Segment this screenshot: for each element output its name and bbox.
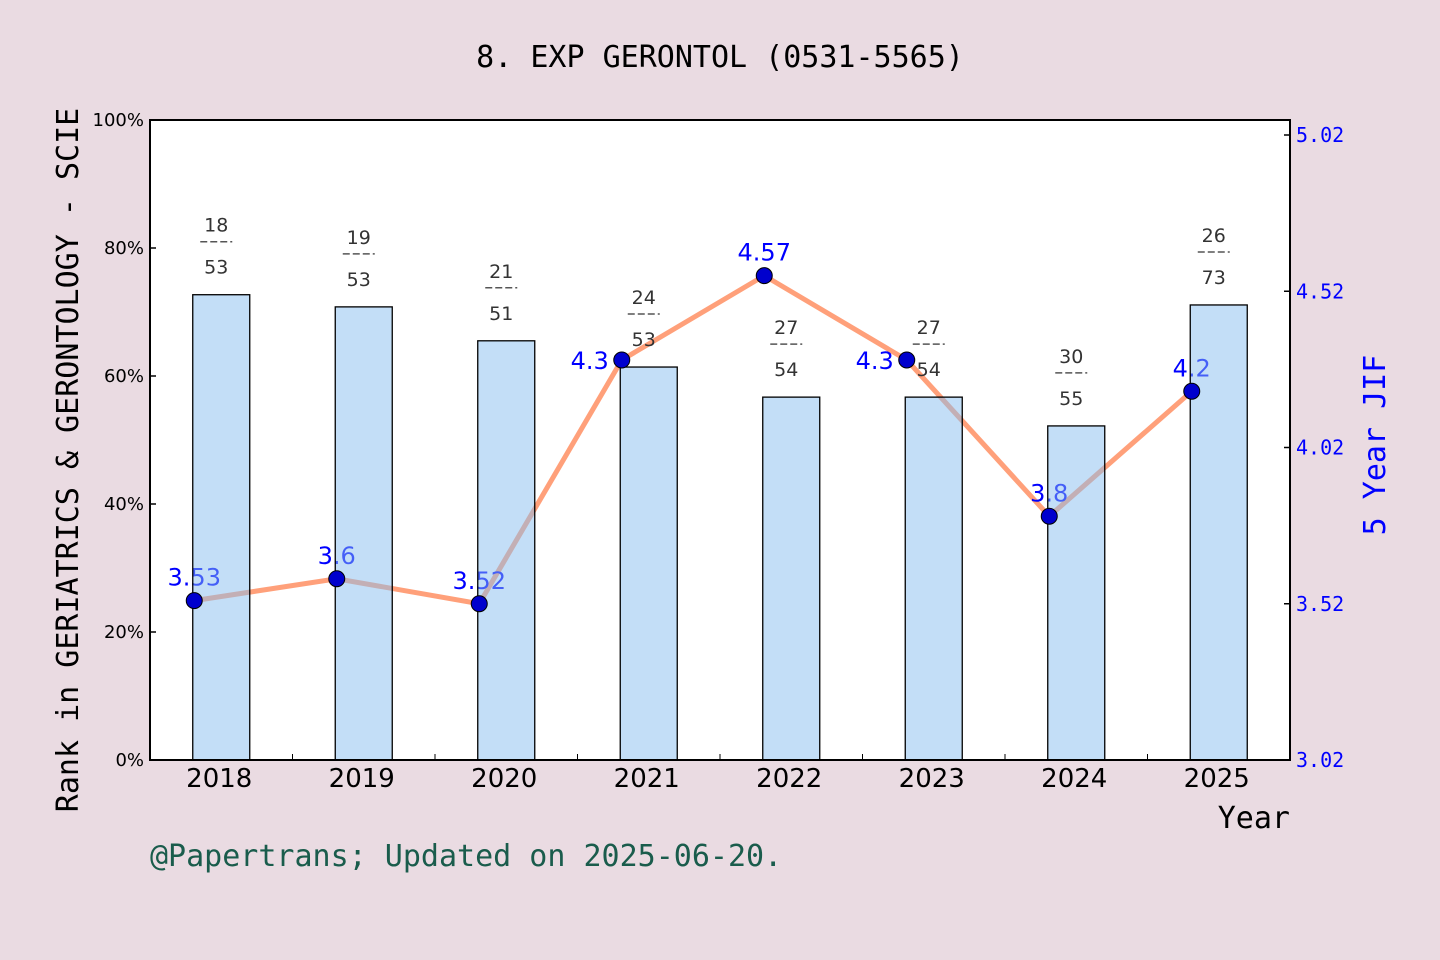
x-tick-label: 2023 xyxy=(899,764,965,794)
rank-label: 21 xyxy=(489,261,513,283)
rank-bar xyxy=(904,396,963,761)
rank-label: 30 xyxy=(1059,346,1083,368)
total-label: 73 xyxy=(1202,267,1226,289)
jif-data-label: 4.3 xyxy=(856,347,894,375)
jif-marker xyxy=(185,592,203,610)
rank-bar xyxy=(619,366,678,761)
jif-data-label: 4.3 xyxy=(571,347,609,375)
y-tick-label: 20% xyxy=(104,622,144,643)
total-label: 51 xyxy=(489,303,513,325)
y2-tick-label: 5.02 xyxy=(1296,123,1344,147)
jif-marker xyxy=(328,570,346,588)
y2-tick-label: 3.02 xyxy=(1296,748,1344,772)
rank-label: 27 xyxy=(774,317,798,339)
y-tick-label: 80% xyxy=(104,238,144,259)
y-tick-label: 40% xyxy=(104,494,144,515)
y-axis-label: Rank in GERIATRICS & GERONTOLOGY - SCIE xyxy=(51,108,86,812)
total-label: 53 xyxy=(204,257,228,279)
jif-marker xyxy=(898,351,916,369)
jif-marker xyxy=(1040,507,1058,525)
y2-tick-label: 4.52 xyxy=(1296,279,1344,303)
x-tick-label: 2018 xyxy=(186,764,252,794)
rank-label: 18 xyxy=(204,215,228,237)
total-label: 53 xyxy=(347,269,371,291)
y2-tick-label: 3.52 xyxy=(1296,592,1344,616)
x-tick-label: 2024 xyxy=(1041,764,1107,794)
rank-bar xyxy=(334,306,393,761)
total-label: 54 xyxy=(917,359,941,381)
x-tick-label: 2021 xyxy=(614,764,680,794)
total-label: 53 xyxy=(632,329,656,351)
rank-label: 26 xyxy=(1202,225,1226,247)
rank-label: 19 xyxy=(347,227,371,249)
x-tick-label: 2020 xyxy=(471,764,537,794)
rank-bar xyxy=(477,340,536,761)
rank-label: 24 xyxy=(632,287,656,309)
x-tick-label: 2025 xyxy=(1184,764,1250,794)
jif-marker xyxy=(1183,382,1201,400)
y-tick-label: 100% xyxy=(93,110,144,131)
rank-bar xyxy=(1189,304,1248,761)
rank-bar xyxy=(192,294,251,761)
rank-bar xyxy=(1047,425,1106,761)
rank-bar xyxy=(762,396,821,761)
rank-label: 27 xyxy=(917,317,941,339)
jif-data-label: 4.57 xyxy=(738,239,791,267)
y2-tick-label: 4.02 xyxy=(1296,436,1344,460)
jif-marker xyxy=(613,351,631,369)
plot-area xyxy=(150,120,1290,760)
total-label: 55 xyxy=(1059,388,1083,410)
footer-text: @Papertrans; Updated on 2025-06-20. xyxy=(150,839,782,874)
x-axis-label: Year xyxy=(1218,801,1290,836)
x-tick-label: 2022 xyxy=(756,764,822,794)
y2-axis-label: 5 Year JIF xyxy=(1358,355,1393,536)
y-tick-label: 0% xyxy=(115,750,144,771)
x-tick-label: 2019 xyxy=(329,764,395,794)
jif-marker xyxy=(755,267,773,285)
jif-marker xyxy=(470,595,488,613)
y-tick-label: 60% xyxy=(104,366,144,387)
chart-title: 8. EXP GERONTOL (0531-5565) xyxy=(476,40,964,75)
total-label: 54 xyxy=(774,359,798,381)
